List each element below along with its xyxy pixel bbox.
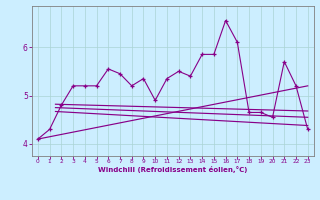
X-axis label: Windchill (Refroidissement éolien,°C): Windchill (Refroidissement éolien,°C) (98, 166, 247, 173)
